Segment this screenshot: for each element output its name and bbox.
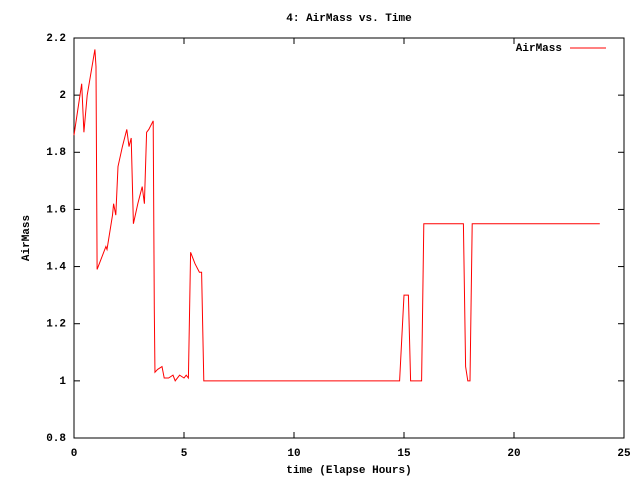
x-tick-label: 0 (71, 448, 78, 460)
data-line (73, 49, 600, 382)
x-tick-label: 15 (397, 448, 411, 460)
y-tick-label: 1.6 (46, 204, 66, 216)
y-tick-label: 1.4 (46, 261, 66, 273)
chart-title: 4: AirMass vs. Time (286, 13, 412, 25)
y-axis-label: AirMass (21, 215, 33, 261)
y-tick-label: 0.8 (46, 433, 66, 445)
legend-label: AirMass (516, 43, 562, 55)
x-tick-label: 10 (287, 448, 300, 460)
plot-border (73, 37, 625, 439)
y-tick-label: 1 (59, 376, 66, 388)
y-tick-label: 1.8 (46, 147, 66, 159)
y-tick-label: 1.2 (46, 319, 66, 331)
y-tick-label: 2.2 (46, 33, 66, 45)
x-tick-label: 5 (181, 448, 188, 460)
x-tick-label: 25 (617, 448, 631, 460)
x-tick-label: 20 (507, 448, 520, 460)
x-axis-label: time (Elapse Hours) (286, 465, 411, 477)
y-tick-label: 2 (59, 90, 66, 102)
